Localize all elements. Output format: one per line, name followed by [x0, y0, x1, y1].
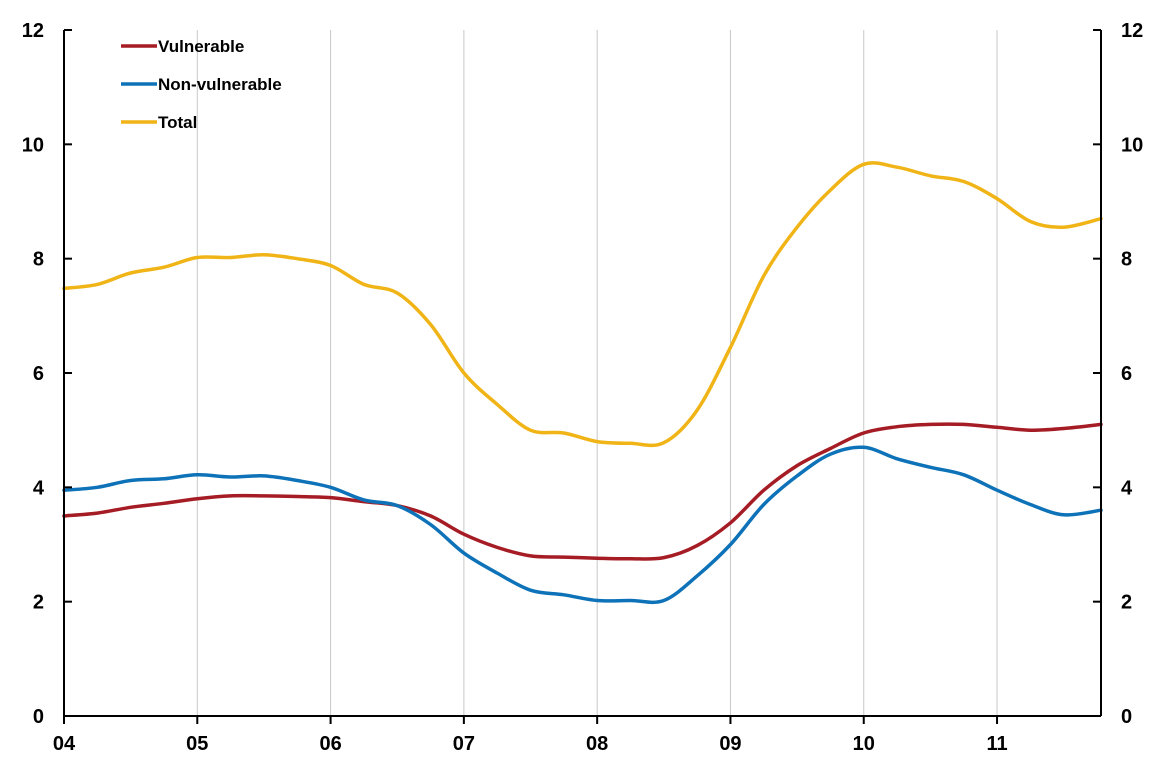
y-tick-label-right: 6	[1121, 363, 1132, 385]
x-tick-label: 04	[53, 733, 76, 755]
y-tick-label-right: 12	[1121, 20, 1143, 42]
series-lines	[62, 161, 1103, 605]
y-tick-label-left: 6	[33, 363, 44, 385]
x-tick-label: 05	[186, 733, 208, 755]
legend-label-vulnerable: Vulnerable	[158, 37, 244, 56]
legend-label-non-vulnerable: Non-vulnerable	[158, 75, 282, 94]
y-tick-label-left: 0	[33, 706, 44, 728]
x-tick-label: 08	[586, 733, 608, 755]
gridlines	[196, 30, 998, 716]
y-tick-label-right: 10	[1121, 134, 1143, 156]
x-tick-label: 06	[319, 733, 341, 755]
x-tick-label: 10	[853, 733, 875, 755]
y-tick-label-right: 2	[1121, 592, 1132, 614]
y-tick-label-right: 4	[1121, 477, 1133, 499]
x-tick-label: 07	[453, 733, 475, 755]
legend-label-total: Total	[158, 113, 197, 132]
series-line-non-vulnerable	[62, 445, 1103, 605]
axes: 0 0 2 2 4 4 6 6 8 8 10 10 12 12 04 05 06 07 08 09 10 11	[22, 20, 1144, 755]
series-line-total	[62, 161, 1103, 448]
y-tick-label-left: 4	[33, 477, 45, 499]
x-tick-label: 11	[986, 733, 1007, 755]
y-tick-label-left: 12	[22, 20, 44, 42]
y-tick-label-right: 8	[1121, 249, 1132, 271]
y-tick-label-left: 8	[33, 249, 44, 271]
series-line-vulnerable	[62, 422, 1103, 561]
y-tick-label-left: 2	[33, 592, 44, 614]
x-tick-label: 09	[719, 733, 741, 755]
y-tick-label-right: 0	[1121, 706, 1132, 728]
legend: Vulnerable Non-vulnerable Total	[121, 37, 282, 132]
y-tick-label-left: 10	[22, 134, 44, 156]
